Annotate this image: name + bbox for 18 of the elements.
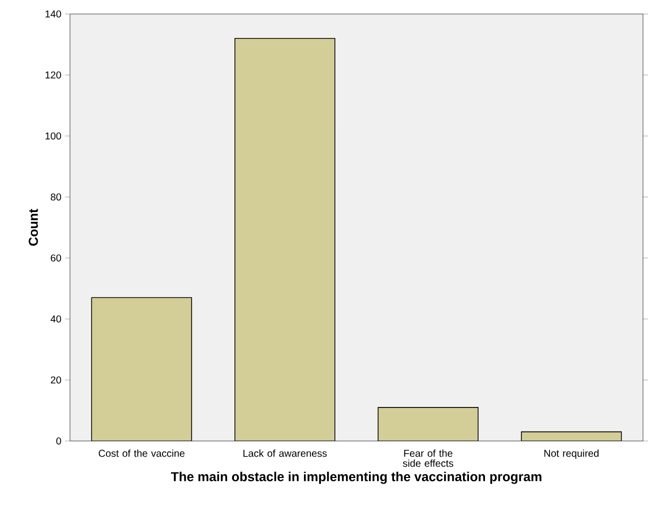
x-tick-label: Lack of awareness: [243, 450, 327, 457]
y-tick-label: 100: [46, 132, 62, 140]
x-axis-title: The main obstacle in implementing the vaccination program: [171, 472, 542, 484]
x-tick-label: Cost of the vaccine: [98, 450, 185, 457]
y-tick-label: 140: [46, 10, 62, 18]
bar: [234, 38, 335, 441]
bar: [378, 407, 479, 441]
y-axis-title: Count: [28, 208, 38, 246]
x-tick-label: Fear of the side effects: [402, 450, 454, 467]
y-tick-label: 20: [50, 376, 62, 384]
x-tick-label: Not required: [544, 450, 599, 459]
y-tick-label: 40: [50, 315, 62, 323]
y-tick-label: 0: [56, 437, 62, 445]
y-tick-label: 120: [46, 71, 62, 79]
y-tick-label: 80: [50, 193, 62, 201]
bar: [520, 431, 622, 441]
bar: [91, 297, 192, 441]
y-tick-label: 60: [50, 254, 62, 262]
